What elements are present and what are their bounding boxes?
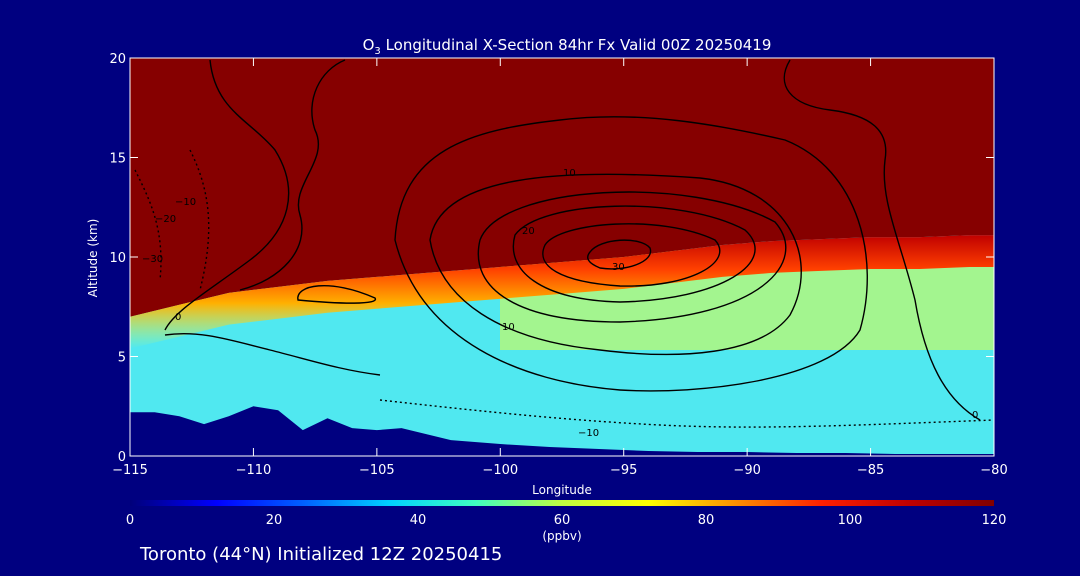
- y-tick-label: 20: [109, 52, 126, 67]
- y-axis: 0 5 10 15 20: [109, 52, 994, 465]
- contour-low-left: [164, 332, 381, 376]
- colorbar-tick-label: 100: [838, 513, 863, 528]
- contour-15: [477, 191, 787, 323]
- contour-10-small: [297, 284, 376, 304]
- x-tick-label: −100: [482, 463, 518, 478]
- x-tick-label: −115: [112, 463, 148, 478]
- terrain-mask: [130, 406, 994, 456]
- contour-0-left: [164, 59, 290, 331]
- contour-0-top: [239, 59, 346, 291]
- colorbar-label: (ppbv): [542, 529, 581, 543]
- contour-right: [783, 59, 981, 421]
- colorbar-tick-label: 60: [554, 513, 571, 528]
- x-tick-label: −105: [359, 463, 395, 478]
- contour-label: −10: [175, 197, 196, 208]
- contour-label: −30: [142, 254, 163, 265]
- colorbar-tick-label: 80: [698, 513, 715, 528]
- y-axis-label: Altitude (km): [86, 219, 100, 298]
- tropopause-gradient: [130, 235, 994, 349]
- contour-minus30: [189, 149, 210, 291]
- plot-area: 0 10 −10 20 −20 30 −30 −10 10 0: [130, 58, 994, 456]
- x-tick-label: −90: [733, 463, 760, 478]
- colorbar-ticks: 0 20 40 60 80 100 120: [126, 513, 1007, 528]
- x-tick-label: −110: [236, 463, 272, 478]
- colorbar: [130, 500, 994, 506]
- y-tick-label: 5: [118, 351, 126, 366]
- x-axis-label: Longitude: [532, 483, 592, 497]
- colorbar-tick-label: 120: [982, 513, 1007, 528]
- contour-label: 10: [563, 168, 576, 179]
- contour-30: [587, 239, 652, 270]
- contour-label: −10: [578, 428, 599, 439]
- x-tick-label: −95: [610, 463, 637, 478]
- footer-text: Toronto (44°N) Initialized 12Z 20250415: [139, 544, 502, 565]
- contour-label: 0: [972, 410, 978, 421]
- contour-labels: 0 10 −10 20 −20 30 −30 −10 10 0: [142, 168, 978, 439]
- contour-label: 20: [522, 226, 535, 237]
- y-tick-label: 10: [109, 251, 126, 266]
- y-tick-label: 15: [109, 152, 126, 167]
- contour-5: [394, 116, 868, 392]
- contour-lines: [134, 59, 994, 428]
- contour-label: 0: [175, 312, 181, 323]
- contour-25: [542, 223, 721, 287]
- y-tick-label: 0: [118, 450, 126, 465]
- contour-label: 30: [612, 262, 625, 273]
- contour-label: −20: [155, 214, 176, 225]
- colorbar-tick-label: 0: [126, 513, 134, 528]
- contour-label: 10: [502, 322, 515, 333]
- contour-20: [512, 205, 756, 303]
- x-axis: −115 −110 −105 −100 −95 −90 −85 −80: [112, 58, 1008, 478]
- chart-title: O3 Longitudinal X-Section 84hr Fx Valid …: [363, 36, 772, 57]
- contour-minus10: [379, 399, 994, 428]
- colorbar-tick-label: 40: [410, 513, 427, 528]
- colorbar-tick-label: 20: [266, 513, 283, 528]
- x-tick-label: −85: [857, 463, 884, 478]
- x-tick-label: −80: [980, 463, 1007, 478]
- stratosphere-field: [130, 58, 994, 317]
- contour-minus20: [134, 169, 162, 281]
- contour-10-upper: [429, 173, 802, 356]
